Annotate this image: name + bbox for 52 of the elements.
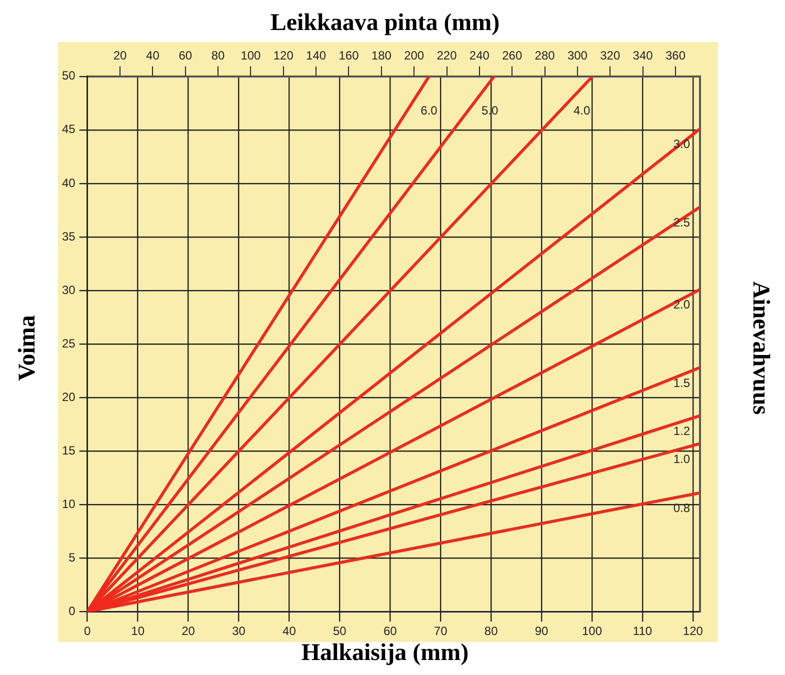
y-tick-label: 0 bbox=[68, 604, 76, 618]
x2-tick-label: 220 bbox=[436, 48, 458, 63]
x-tick-label: 90 bbox=[534, 624, 549, 638]
x-tick-label: 60 bbox=[383, 624, 398, 638]
x-tick-label: 110 bbox=[632, 624, 652, 638]
x-tick-label: 20 bbox=[182, 624, 196, 638]
series-label: 6.0 bbox=[420, 104, 438, 118]
series-label: 1.5 bbox=[673, 376, 690, 390]
x2-tick-label: 340 bbox=[632, 48, 654, 63]
x-tick-label: 50 bbox=[332, 624, 347, 638]
x2-tick-label: 80 bbox=[211, 48, 226, 63]
x-tick-label: 100 bbox=[582, 624, 602, 638]
x2-tick-label: 120 bbox=[273, 48, 294, 63]
series-label: 1.0 bbox=[673, 452, 690, 466]
x2-tick-label: 20 bbox=[113, 48, 128, 63]
y-tick-label: 20 bbox=[62, 390, 76, 404]
x2-tick-label: 280 bbox=[534, 48, 556, 63]
y2-axis-title: Ainevahvuus bbox=[746, 281, 774, 415]
y-tick-label: 30 bbox=[62, 282, 76, 297]
y-tick-label: 5 bbox=[68, 550, 76, 564]
x2-tick-label: 240 bbox=[469, 48, 490, 63]
x2-tick-label: 100 bbox=[240, 48, 262, 63]
y-tick-label: 15 bbox=[62, 443, 76, 458]
x2-tick-label: 180 bbox=[371, 48, 392, 63]
x-tick-label: 120 bbox=[682, 624, 704, 638]
y-tick-label: 25 bbox=[62, 336, 76, 350]
x-tick-label: 30 bbox=[232, 624, 246, 638]
x2-tick-label: 300 bbox=[567, 48, 588, 63]
x2-axis-title: Leikkaava pinta (mm) bbox=[269, 10, 501, 37]
y-tick-label: 40 bbox=[62, 176, 76, 190]
y-tick-label: 50 bbox=[62, 68, 76, 83]
x2-tick-label: 360 bbox=[665, 48, 686, 63]
x-tick-label: 10 bbox=[131, 624, 145, 638]
x2-tick-label: 200 bbox=[404, 48, 424, 63]
x2-tick-label: 60 bbox=[178, 48, 192, 63]
y-axis-title: Voima bbox=[14, 315, 42, 381]
y-tick-label: 45 bbox=[62, 122, 76, 136]
x-axis-title: Halkaisija (mm) bbox=[300, 640, 470, 667]
series-label: 4.0 bbox=[573, 104, 590, 118]
y-tick-label: 35 bbox=[62, 229, 76, 244]
x2-tick-label: 320 bbox=[600, 48, 620, 63]
x2-tick-label: 40 bbox=[146, 48, 160, 63]
x-tick-label: 80 bbox=[484, 624, 498, 638]
x2-tick-label: 260 bbox=[502, 48, 522, 63]
x-tick-label: 0 bbox=[84, 624, 92, 638]
x-tick-label: 70 bbox=[434, 624, 448, 638]
x2-tick-label: 140 bbox=[306, 48, 326, 63]
x-tick-label: 40 bbox=[282, 624, 296, 638]
series-label: 1.2 bbox=[673, 424, 690, 438]
x2-tick-label: 160 bbox=[338, 48, 360, 63]
series-label: 2.0 bbox=[673, 298, 690, 312]
y-tick-label: 10 bbox=[62, 496, 76, 511]
